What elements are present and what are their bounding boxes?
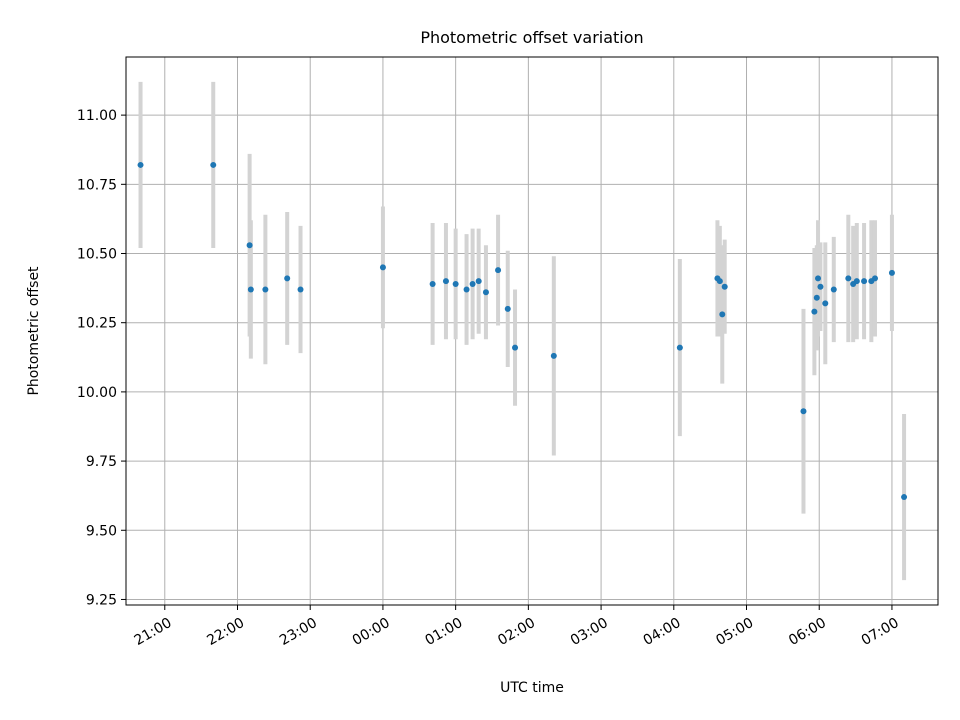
data-point	[463, 286, 470, 293]
data-point	[247, 286, 254, 293]
y-tick-label: 10.00	[77, 385, 117, 401]
y-tick-label: 10.50	[77, 247, 117, 263]
data-point	[853, 278, 860, 285]
data-point	[475, 278, 482, 285]
data-point	[716, 278, 723, 285]
data-point	[888, 269, 895, 276]
y-tick-label: 10.25	[77, 316, 117, 332]
data-point	[811, 308, 818, 315]
data-point	[721, 283, 728, 290]
data-point	[262, 286, 269, 293]
data-point	[442, 278, 449, 285]
data-points	[137, 161, 908, 501]
y-tick-label: 9.50	[86, 523, 117, 539]
data-point	[246, 242, 253, 249]
data-point	[469, 280, 476, 287]
x-axis-label: UTC time	[500, 680, 564, 696]
data-point	[550, 352, 557, 359]
data-point	[452, 280, 459, 287]
y-tick-label: 10.75	[77, 177, 117, 193]
data-point	[284, 275, 291, 282]
data-point	[137, 161, 144, 168]
y-tick-label: 11.00	[77, 108, 117, 124]
data-point	[822, 300, 829, 307]
data-point	[297, 286, 304, 293]
data-point	[719, 311, 726, 318]
data-point	[800, 408, 807, 415]
y-axis-label: Photometric offset	[26, 266, 42, 396]
data-point	[482, 289, 489, 296]
data-point	[817, 283, 824, 290]
data-point	[210, 161, 217, 168]
data-point	[504, 305, 511, 312]
data-point	[429, 280, 436, 287]
data-point	[815, 275, 822, 282]
data-point	[845, 275, 852, 282]
y-tick-label: 9.75	[86, 454, 117, 470]
y-tick-label: 9.25	[86, 592, 117, 608]
plot-area-frame	[125, 56, 939, 606]
data-point	[379, 264, 386, 271]
data-point	[512, 344, 519, 351]
data-point	[813, 294, 820, 301]
data-point	[495, 267, 502, 274]
data-point	[901, 494, 908, 501]
chart-title: Photometric offset variation	[420, 28, 643, 47]
y-axis: 9.25 9.50 9.75 10.00 10.25 10.50 10.75 11.00	[77, 108, 126, 608]
data-point	[861, 278, 868, 285]
data-point	[830, 286, 837, 293]
data-point	[676, 344, 683, 351]
data-point	[871, 275, 878, 282]
